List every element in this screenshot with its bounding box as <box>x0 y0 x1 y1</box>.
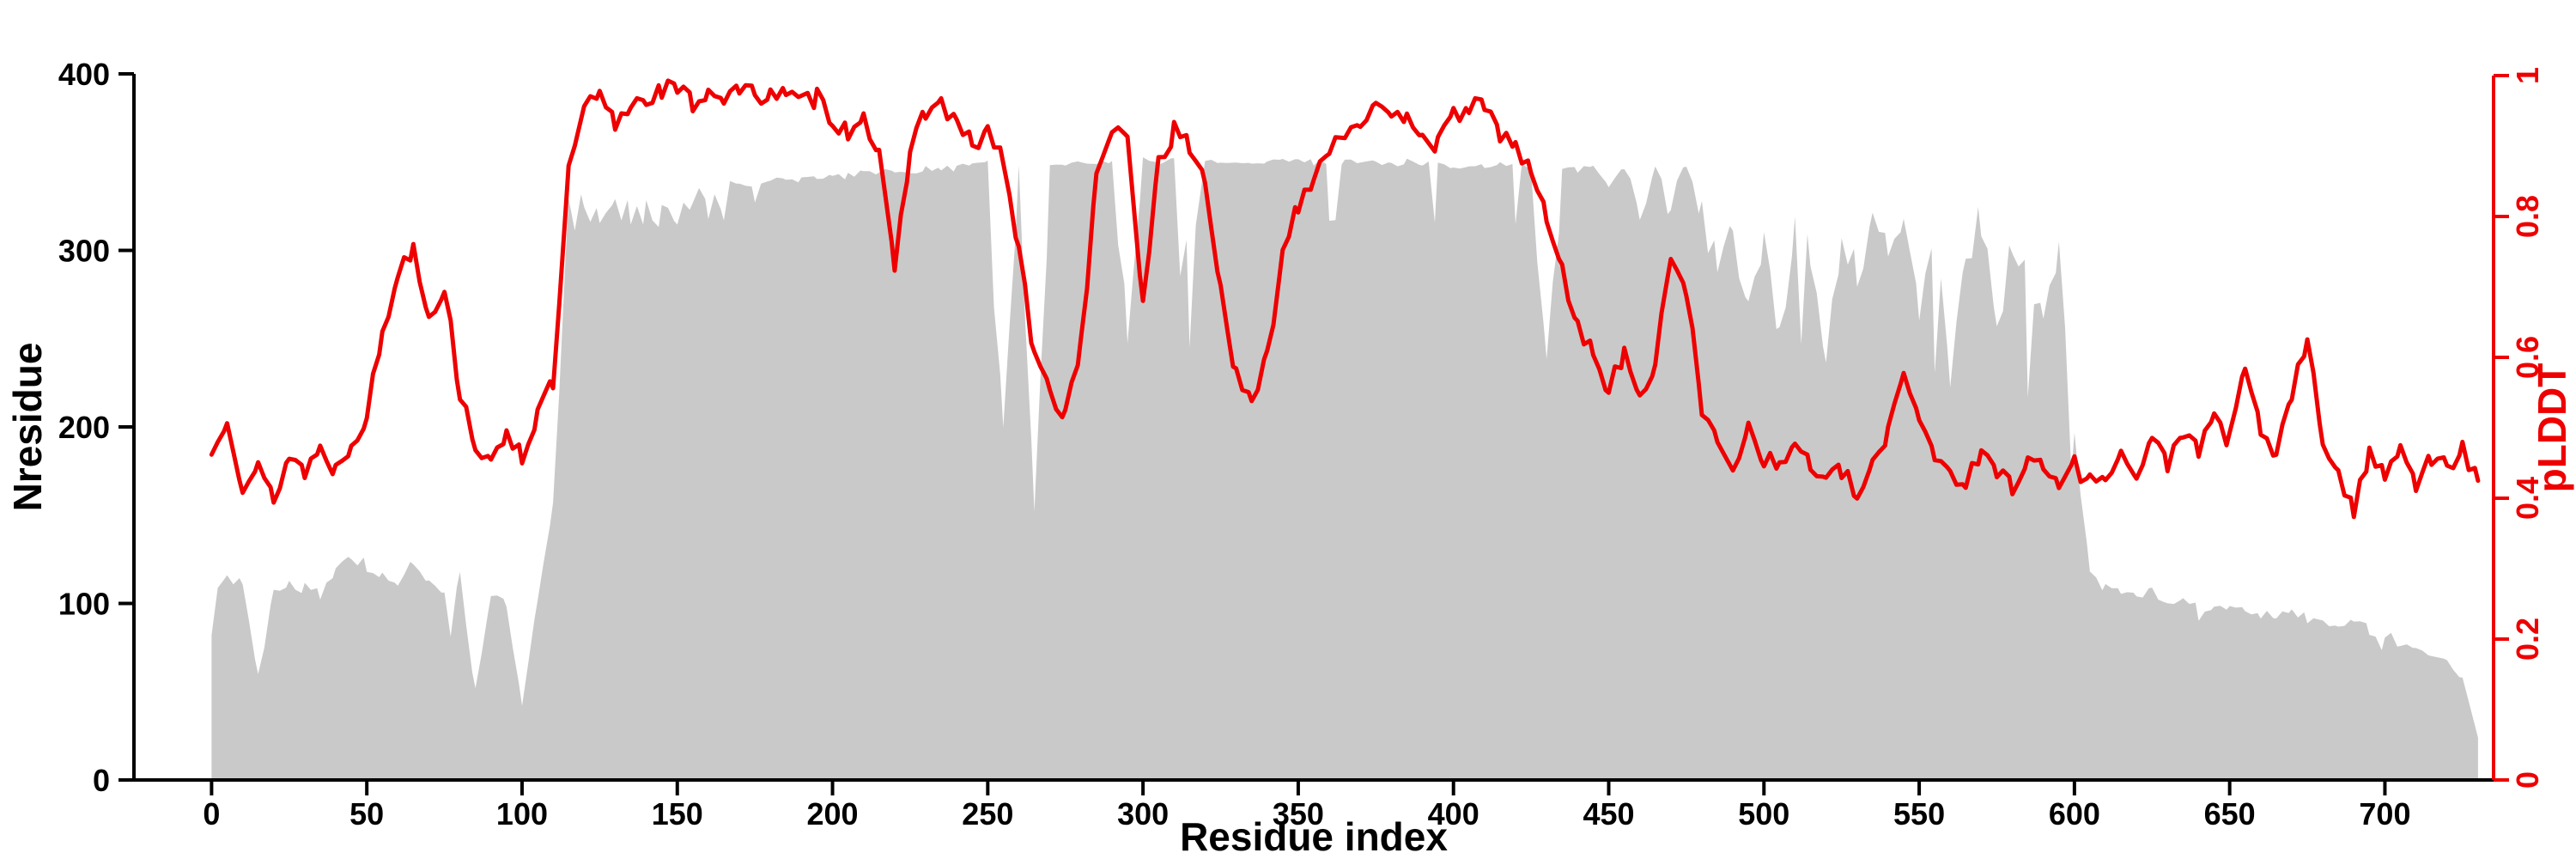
nresidue-area-series <box>211 157 2478 781</box>
nresidue-area <box>211 157 2478 781</box>
y-left-tick-label: 100 <box>58 587 110 622</box>
x-tick-label: 500 <box>1738 796 1789 832</box>
y-right-tick-label: 0.2 <box>2510 618 2545 661</box>
axes: 0 100 200 300 400 0 50 100 150 200 250 300 350 400 450… <box>58 57 2545 832</box>
y-right-tick-label: 1 <box>2510 67 2545 84</box>
y-left-tick-label: 0 <box>93 763 110 798</box>
y-right-tick-label: 0.4 <box>2510 477 2545 520</box>
x-tick-label: 50 <box>349 796 384 832</box>
x-tick-label: 300 <box>1117 796 1169 832</box>
x-tick-label: 550 <box>1893 796 1945 832</box>
x-tick-label: 450 <box>1583 796 1634 832</box>
x-tick-label: 150 <box>652 796 703 832</box>
y-axis-title-left: Nresidue <box>5 343 50 512</box>
x-tick-label: 650 <box>2204 796 2256 832</box>
y-right-tick-label: 0.8 <box>2510 195 2545 238</box>
y-right-tick-label: 0.6 <box>2510 336 2545 379</box>
y-axis-title-right: pLDDT <box>2530 363 2574 493</box>
y-left-tick-label: 300 <box>58 234 110 269</box>
plddt-line <box>209 78 2481 520</box>
x-tick-label: 350 <box>1273 796 1324 832</box>
x-tick-label: 100 <box>496 796 548 832</box>
x-tick-label: 700 <box>2359 796 2410 832</box>
x-tick-label: 250 <box>962 796 1013 832</box>
plddt-line-series <box>209 78 2481 520</box>
x-axis-title: Residue index <box>1180 814 1448 859</box>
y-left-tick-label: 400 <box>58 57 110 92</box>
y-left-tick-label: 200 <box>58 410 110 445</box>
x-tick-label: 600 <box>2049 796 2100 832</box>
x-tick-label: 400 <box>1428 796 1479 832</box>
y-right-tick-label: 0 <box>2510 771 2545 789</box>
x-tick-label: 0 <box>203 796 220 832</box>
x-tick-label: 200 <box>807 796 859 832</box>
